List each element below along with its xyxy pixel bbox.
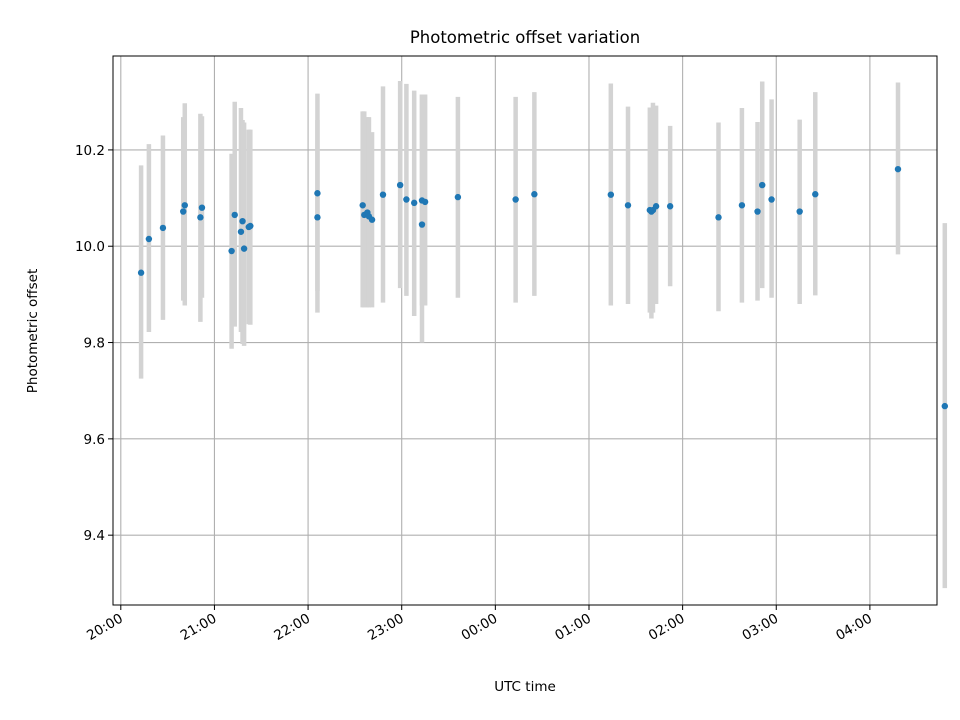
chart-title: Photometric offset variation	[410, 28, 640, 47]
y-tick-label: 10.0	[75, 239, 105, 255]
data-point	[239, 217, 246, 225]
x-axis-label: UTC time	[494, 679, 556, 695]
data-point	[624, 202, 632, 209]
y-axis-ticks: 9.4 9.6 9.8 10.0 10.2	[75, 143, 113, 544]
data-point	[418, 221, 426, 228]
data-point	[180, 208, 187, 215]
data-point	[410, 199, 418, 207]
data-point	[754, 208, 761, 215]
data-point	[421, 198, 429, 206]
data-point	[359, 202, 366, 209]
data-point	[228, 247, 235, 255]
y-axis-label: Photometric offset	[25, 269, 41, 393]
data-point	[403, 196, 410, 203]
data-point	[666, 203, 674, 210]
data-point	[247, 222, 254, 230]
grid-lines	[113, 56, 937, 605]
data-points	[137, 165, 949, 410]
data-point	[512, 196, 519, 203]
data-point	[738, 202, 746, 209]
data-point	[240, 245, 248, 252]
data-point	[314, 214, 321, 221]
data-point	[796, 208, 803, 215]
data-point	[137, 269, 145, 276]
data-point	[181, 202, 188, 209]
data-point	[159, 224, 167, 232]
data-point	[941, 402, 949, 410]
data-point	[768, 196, 775, 203]
y-tick-label: 10.2	[75, 143, 105, 159]
data-point	[607, 191, 615, 198]
data-point	[652, 203, 660, 210]
data-point	[314, 190, 321, 197]
plot-frame	[112, 55, 938, 606]
data-point	[715, 214, 722, 221]
data-point	[368, 216, 376, 223]
y-tick-label: 9.6	[84, 432, 105, 448]
data-point	[812, 191, 819, 198]
data-point	[759, 181, 766, 189]
data-point	[894, 165, 902, 173]
data-point	[237, 228, 245, 235]
y-tick-label: 9.4	[84, 528, 105, 544]
data-point	[454, 193, 462, 201]
data-point	[379, 191, 387, 198]
data-point	[145, 235, 153, 243]
data-point	[231, 211, 238, 219]
data-point	[531, 191, 538, 198]
data-point	[396, 181, 404, 189]
data-point	[197, 214, 204, 221]
y-tick-label: 9.8	[84, 336, 105, 352]
data-point	[198, 204, 206, 211]
